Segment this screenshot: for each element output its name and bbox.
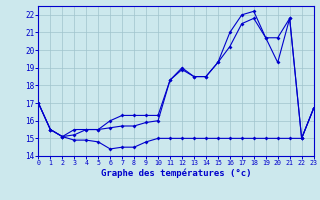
X-axis label: Graphe des températures (°c): Graphe des températures (°c) bbox=[101, 169, 251, 178]
